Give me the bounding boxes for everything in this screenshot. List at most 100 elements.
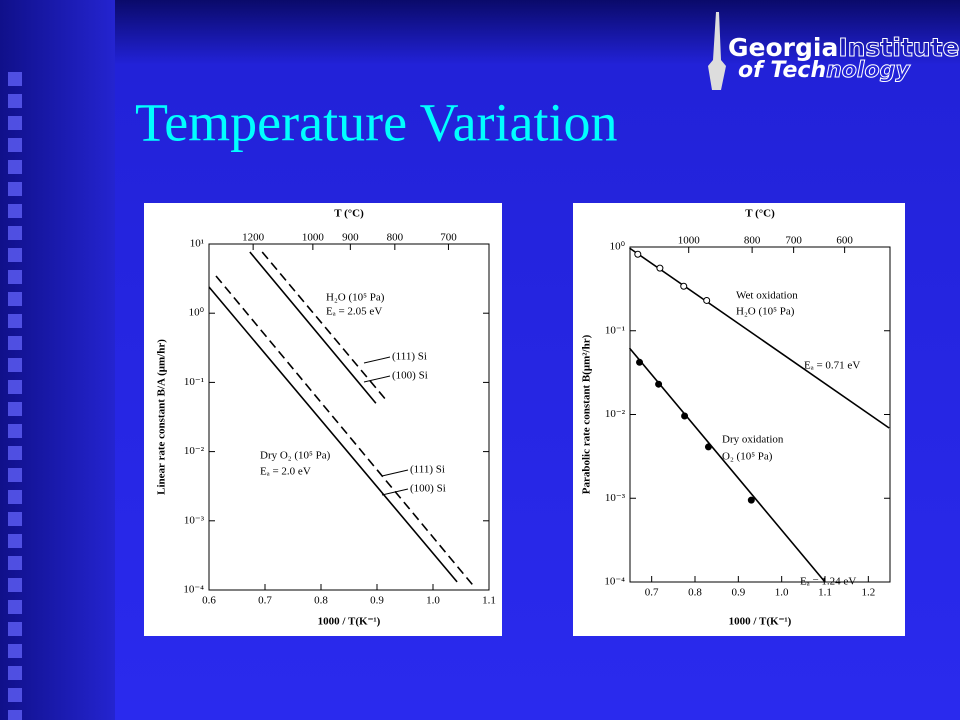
y-tick-label: 10⁻¹ bbox=[605, 324, 625, 336]
square bbox=[8, 446, 22, 460]
x2-tick-label: 1200 bbox=[242, 232, 265, 244]
series-label: (111) Si bbox=[392, 351, 427, 363]
y-axis-label: Parabolic rate constant B(μm²/hr) bbox=[581, 334, 593, 494]
x2-tick-label: 1000 bbox=[678, 235, 701, 247]
annotation: Eₐ = 0.71 eV bbox=[804, 360, 860, 372]
square bbox=[8, 710, 22, 720]
annotation: Dry O₂ (10⁵ Pa) bbox=[260, 450, 331, 462]
x-tick-label: 0.6 bbox=[202, 595, 216, 607]
logo-word: Georgia bbox=[728, 33, 838, 62]
logo-text: of Technology bbox=[738, 58, 911, 83]
annotation: Eₐ = 2.05 eV bbox=[326, 306, 382, 318]
annotation: Dry oxidation bbox=[722, 434, 784, 446]
charts: 0.6 0.7 0.8 0.9 1.0 1.1 1200 1000 900 800 700 10⁻⁴ 1… bbox=[156, 208, 891, 628]
square bbox=[8, 402, 22, 416]
x2-tick-label: 1000 bbox=[302, 232, 325, 244]
square bbox=[8, 94, 22, 108]
square bbox=[8, 248, 22, 262]
square bbox=[8, 600, 22, 614]
y-tick-label: 10⁻¹ bbox=[184, 376, 204, 388]
y-tick-label: 10⁻⁴ bbox=[604, 576, 625, 588]
x2-tick-label: 700 bbox=[785, 235, 802, 247]
annotation: Eₐ = 1.24 eV bbox=[800, 576, 856, 588]
square bbox=[8, 314, 22, 328]
series-line bbox=[628, 347, 826, 583]
annotation: H₂O (10⁵ Pa) bbox=[326, 292, 385, 304]
x-tick-label: 0.7 bbox=[258, 595, 272, 607]
square bbox=[8, 336, 22, 350]
x2-tick-label: 700 bbox=[440, 232, 457, 244]
annotation: Eₐ = 2.0 eV bbox=[260, 466, 311, 478]
square bbox=[8, 622, 22, 636]
x-tick-label: 0.8 bbox=[314, 595, 328, 607]
data-point bbox=[655, 380, 663, 388]
series-label: (100) Si bbox=[410, 483, 446, 495]
x-tick-label: 0.9 bbox=[370, 595, 384, 607]
square bbox=[8, 138, 22, 152]
x2-tick-label: 800 bbox=[744, 235, 761, 247]
series-label: (111) Si bbox=[410, 464, 445, 476]
square bbox=[8, 556, 22, 570]
data-point bbox=[656, 264, 664, 272]
label-arrow bbox=[381, 469, 409, 477]
y-axis-label: Linear rate constant B/A (μm/hr) bbox=[156, 339, 168, 495]
square bbox=[8, 578, 22, 592]
logo-word: of Tech bbox=[738, 58, 826, 83]
x2-axis-label: T (°C) bbox=[745, 208, 775, 220]
series-label: (100) Si bbox=[392, 370, 428, 382]
data-point bbox=[703, 296, 711, 304]
y-tick-label: 10⁻⁴ bbox=[183, 584, 204, 596]
square bbox=[8, 270, 22, 284]
y-tick-label: 10¹ bbox=[190, 238, 204, 250]
x2-tick-label: 900 bbox=[342, 232, 359, 244]
square bbox=[8, 490, 22, 504]
x2-axis-label: T (°C) bbox=[334, 208, 364, 220]
data-point bbox=[680, 282, 688, 290]
data-point bbox=[747, 496, 755, 504]
y-tick-label: 10⁻³ bbox=[605, 492, 626, 504]
square bbox=[8, 182, 22, 196]
square bbox=[8, 292, 22, 306]
series-line bbox=[215, 275, 474, 586]
x-tick-label: 0.9 bbox=[731, 587, 745, 599]
label-arrow bbox=[381, 488, 409, 496]
series-line bbox=[261, 251, 387, 401]
chart-panel bbox=[573, 203, 905, 636]
square bbox=[8, 644, 22, 658]
annotation: O₂ (10⁵ Pa) bbox=[722, 451, 773, 463]
data-point bbox=[636, 358, 644, 366]
y-tick-label: 10⁻² bbox=[605, 408, 626, 420]
square bbox=[8, 534, 22, 548]
square bbox=[8, 512, 22, 526]
square bbox=[8, 358, 22, 372]
data-point bbox=[634, 250, 642, 258]
square bbox=[8, 226, 22, 240]
label-arrow bbox=[363, 375, 391, 383]
slide-title: Temperature Variation bbox=[135, 92, 618, 152]
logo: GeorgiaInstitute of Technology bbox=[708, 12, 960, 90]
square-column bbox=[8, 72, 22, 720]
logo-tower bbox=[708, 12, 726, 90]
square bbox=[8, 72, 22, 86]
x-axis-label: 1000 / T(K⁻¹) bbox=[729, 616, 792, 628]
annotation: Wet oxidation bbox=[736, 290, 798, 302]
y-tick-label: 10⁰ bbox=[610, 241, 626, 253]
square bbox=[8, 380, 22, 394]
y-tick-label: 10⁻³ bbox=[184, 514, 205, 526]
y-tick-label: 10⁻² bbox=[184, 445, 205, 457]
x-tick-label: 1.2 bbox=[861, 587, 875, 599]
x2-tick-label: 600 bbox=[836, 235, 853, 247]
square bbox=[8, 468, 22, 482]
x-tick-label: 1.1 bbox=[482, 595, 496, 607]
square bbox=[8, 160, 22, 174]
x-tick-label: 1.0 bbox=[426, 595, 440, 607]
plot-frame bbox=[208, 243, 490, 591]
x-tick-label: 0.8 bbox=[688, 587, 702, 599]
square bbox=[8, 666, 22, 680]
x2-tick-label: 800 bbox=[387, 232, 404, 244]
square bbox=[8, 116, 22, 130]
series-line bbox=[208, 286, 458, 583]
annotation: H₂O (10⁵ Pa) bbox=[736, 306, 795, 318]
series-line bbox=[249, 251, 377, 404]
